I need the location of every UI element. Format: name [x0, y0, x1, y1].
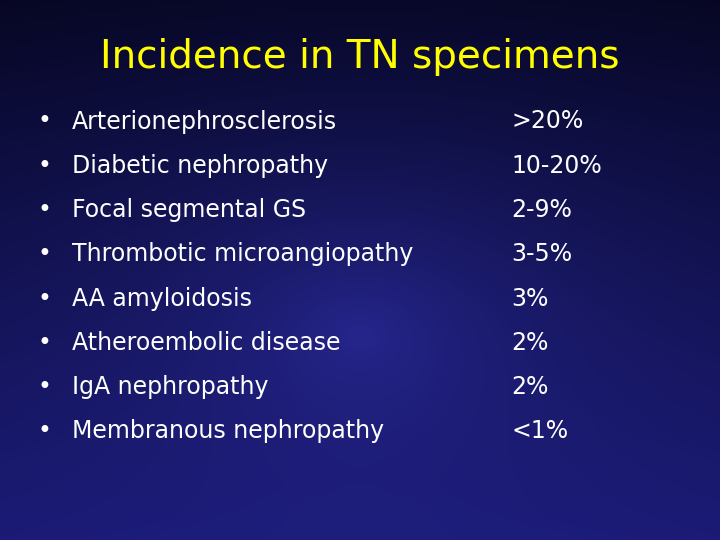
Text: 10-20%: 10-20% — [511, 154, 602, 178]
Text: <1%: <1% — [511, 420, 568, 443]
Text: IgA nephropathy: IgA nephropathy — [72, 375, 269, 399]
Text: •: • — [37, 198, 52, 222]
Text: •: • — [37, 420, 52, 443]
Text: •: • — [37, 287, 52, 310]
Text: Focal segmental GS: Focal segmental GS — [72, 198, 306, 222]
Text: Thrombotic microangiopathy: Thrombotic microangiopathy — [72, 242, 413, 266]
Text: Atheroembolic disease: Atheroembolic disease — [72, 331, 341, 355]
Text: 2%: 2% — [511, 331, 549, 355]
Text: 3%: 3% — [511, 287, 549, 310]
Text: >20%: >20% — [511, 110, 583, 133]
Text: •: • — [37, 331, 52, 355]
Text: 2-9%: 2-9% — [511, 198, 572, 222]
Text: 3-5%: 3-5% — [511, 242, 572, 266]
Text: Arterionephrosclerosis: Arterionephrosclerosis — [72, 110, 337, 133]
Text: Incidence in TN specimens: Incidence in TN specimens — [100, 38, 620, 76]
Text: •: • — [37, 242, 52, 266]
Text: Membranous nephropathy: Membranous nephropathy — [72, 420, 384, 443]
Text: AA amyloidosis: AA amyloidosis — [72, 287, 252, 310]
Text: Diabetic nephropathy: Diabetic nephropathy — [72, 154, 328, 178]
Text: •: • — [37, 154, 52, 178]
Text: •: • — [37, 375, 52, 399]
Text: •: • — [37, 110, 52, 133]
Text: 2%: 2% — [511, 375, 549, 399]
